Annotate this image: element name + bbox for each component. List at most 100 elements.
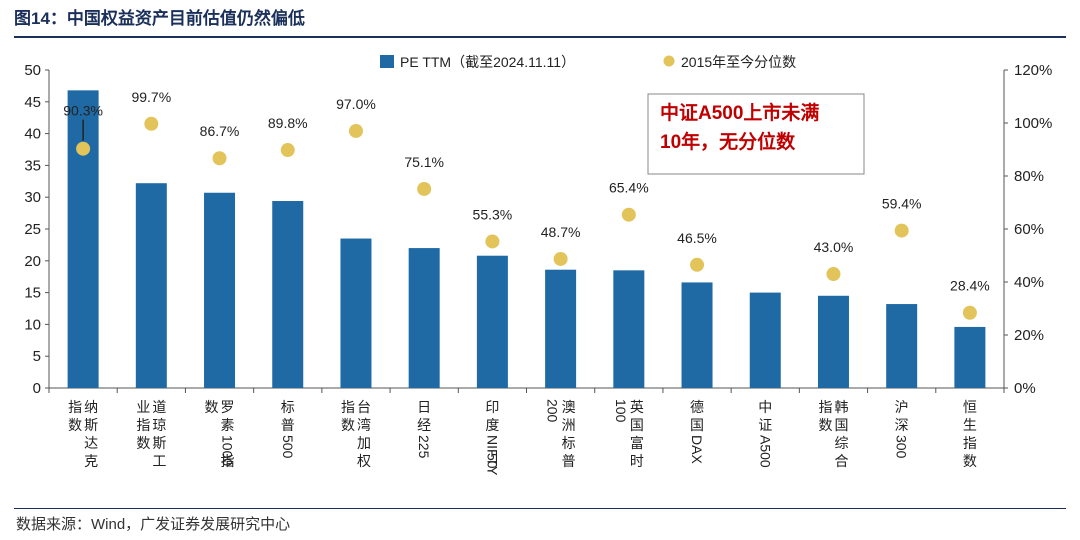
title-row: 图14：中国权益资产目前估值仍然偏低 <box>14 6 1066 36</box>
legend: PE TTM（截至2024.11.11） 2015年至今分位数 <box>380 54 796 70</box>
category-char: 经 <box>417 417 431 433</box>
category-char: 日 <box>417 399 431 415</box>
bar <box>545 269 577 388</box>
bar <box>408 248 440 388</box>
percentile-dot <box>417 181 432 196</box>
category-label: 中证 A500 <box>757 399 773 468</box>
right-tick-label: 40% <box>1014 274 1044 291</box>
category-char: 生 <box>963 417 977 433</box>
category-text: DAX <box>689 435 705 464</box>
note-line-1: 中证A500上市未满 <box>660 101 819 124</box>
category-text: NIFTY <box>484 435 500 476</box>
left-tick-label: 10 <box>24 316 41 333</box>
left-tick-label: 0 <box>33 380 41 397</box>
category-char: 纳 <box>84 399 98 415</box>
category-text: 500 <box>280 435 296 459</box>
percentile-dot <box>348 123 363 138</box>
category-char: 指 <box>818 399 832 415</box>
category-text: 50 <box>484 453 500 469</box>
combo-chart: PE TTM（截至2024.11.11） 2015年至今分位数 中证A500上市… <box>24 54 1052 476</box>
category-char: 英 <box>630 399 644 415</box>
category-char: 数 <box>341 417 355 433</box>
category-char: 加 <box>357 435 371 451</box>
footer-divider <box>14 508 1066 509</box>
category-char: 标 <box>281 399 295 415</box>
category-char: 指 <box>341 399 355 415</box>
percentile-dot <box>212 151 227 166</box>
category-char: 时 <box>630 453 644 469</box>
left-tick-label: 40 <box>24 126 41 143</box>
percentile-dot <box>621 207 636 222</box>
note-line-2: 10年，无分位数 <box>660 130 796 153</box>
category-char: 度 <box>485 417 499 433</box>
left-tick-label: 35 <box>24 157 41 174</box>
category-char: 德 <box>690 399 704 415</box>
category-char: 权 <box>357 453 371 469</box>
left-tick-label: 20 <box>24 253 41 270</box>
category-label: 日经 225 <box>416 399 432 459</box>
category-text: 100 <box>613 399 629 423</box>
percentile-label: 46.5% <box>677 230 717 246</box>
category-char: 富 <box>630 435 644 451</box>
category-char: 国 <box>690 417 704 433</box>
percentile-dot <box>690 257 705 272</box>
category-char: 数 <box>205 399 219 415</box>
legend-bar-swatch <box>380 55 394 68</box>
percentile-dot <box>280 143 295 158</box>
category-char: 普 <box>562 453 576 469</box>
category-char: 台 <box>357 399 371 415</box>
category-label: 德国 DAX <box>689 399 705 464</box>
category-char: 指 <box>221 453 235 469</box>
percentile-dot <box>894 223 909 238</box>
percentile-dot <box>962 305 977 320</box>
category-text: 1000 <box>220 435 236 466</box>
percentile-dot <box>76 141 91 156</box>
percentile-dots: 90.3% 99.7% 86.7% 89.8% 97.0% 75.1% 55.3% 48.7%… <box>63 89 990 320</box>
right-tick-label: 80% <box>1014 168 1044 185</box>
source-note: 数据来源：Wind，广发证券发展研究中心 <box>16 516 291 533</box>
category-char: 工 <box>152 453 166 469</box>
bar <box>135 183 167 388</box>
category-char: 素 <box>221 417 235 433</box>
left-tick-label: 50 <box>24 62 41 79</box>
percentile-label: 43.0% <box>814 239 854 255</box>
right-tick-label: 20% <box>1014 327 1044 344</box>
category-char: 业 <box>136 399 150 415</box>
percentile-dot <box>485 234 500 249</box>
percentile-label: 28.4% <box>950 278 990 294</box>
legend-bar-label: PE TTM（截至2024.11.11） <box>400 54 575 70</box>
category-text: 200 <box>545 399 561 423</box>
category-char: 印 <box>485 399 499 415</box>
percentile-dot <box>144 116 159 131</box>
right-tick-label: 120% <box>1014 62 1052 79</box>
note-box-frame <box>647 93 865 175</box>
percentile-label: 86.7% <box>200 123 240 139</box>
percentile-label: 59.4% <box>882 196 922 212</box>
bar <box>954 326 986 388</box>
category-char: 指 <box>963 435 977 451</box>
category-char: 普 <box>281 417 295 433</box>
bar <box>749 292 781 388</box>
left-tick-label: 30 <box>24 189 41 206</box>
category-char: 道 <box>152 399 166 415</box>
right-tick-label: 0% <box>1014 380 1036 397</box>
bar <box>613 270 645 388</box>
category-char: 指 <box>68 399 82 415</box>
category-char: 达 <box>84 435 98 451</box>
percentile-label: 65.4% <box>609 180 649 196</box>
bar <box>272 201 304 388</box>
left-tick-label: 45 <box>24 94 41 111</box>
category-char: 证 <box>758 417 772 433</box>
percentile-label: 90.3% <box>63 103 103 119</box>
category-char: 合 <box>834 453 848 469</box>
bars <box>67 90 986 389</box>
category-char: 湾 <box>357 417 371 433</box>
